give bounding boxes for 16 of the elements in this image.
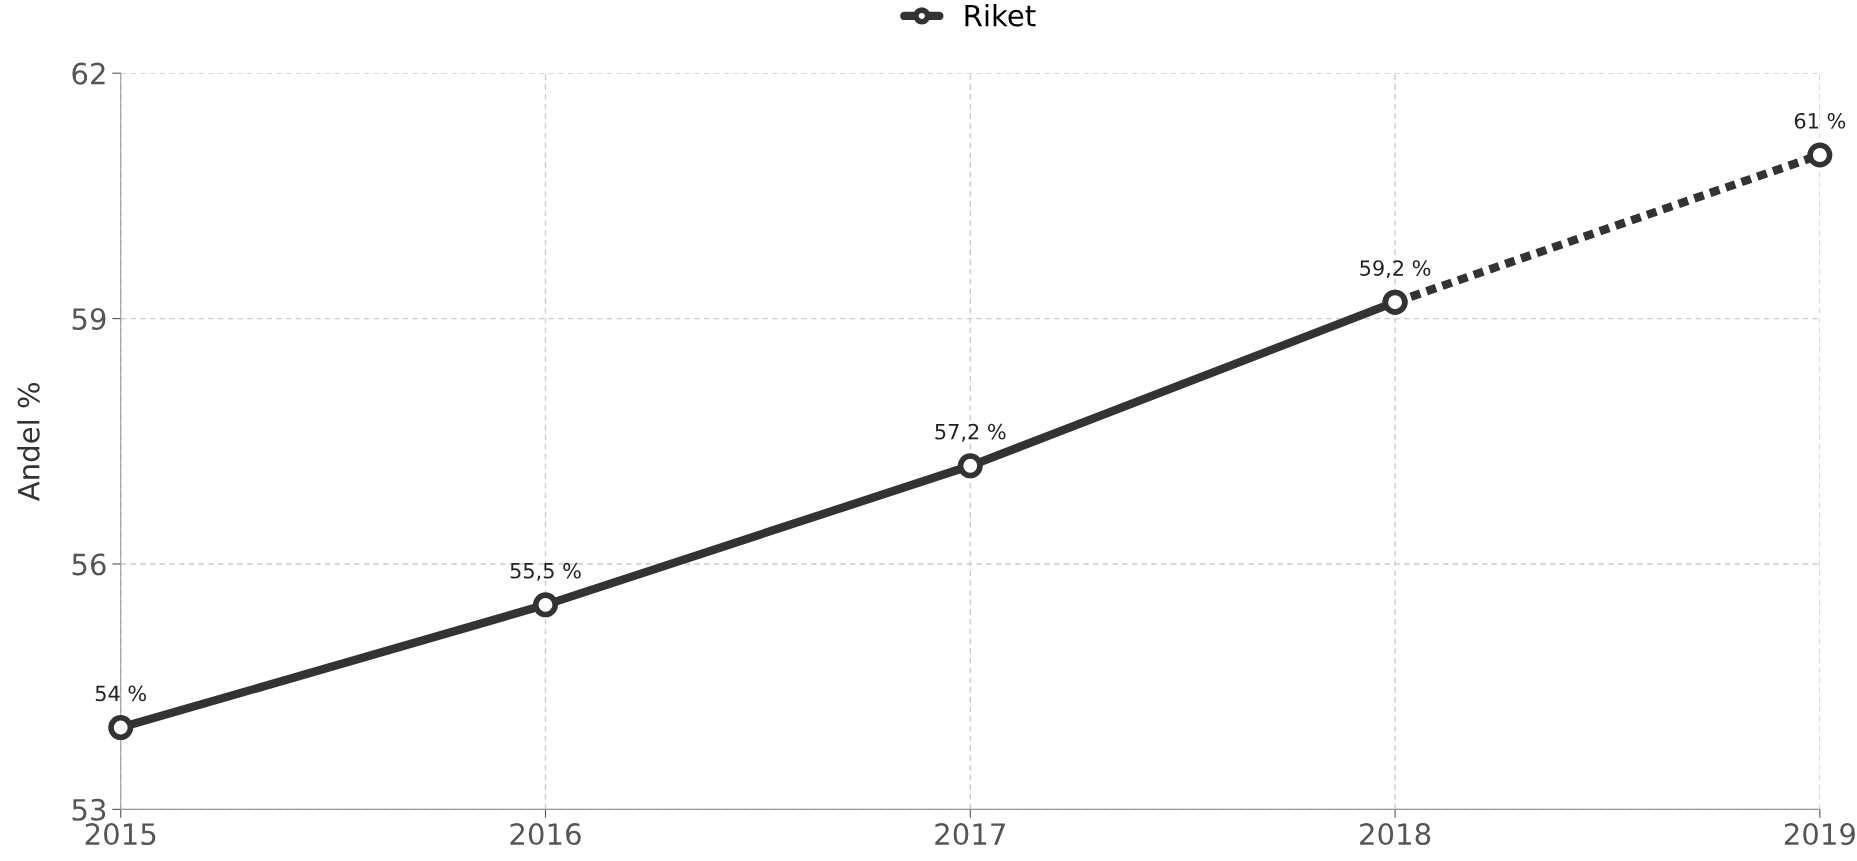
data-label: 59,2 % — [1360, 260, 1431, 279]
y-tick-label: 62 — [72, 62, 105, 85]
y-tick-label: 56 — [72, 553, 106, 576]
data-label: 57,2 % — [935, 423, 1006, 442]
data-label: 54 % — [95, 685, 147, 702]
x-tick-label: 2018 — [1360, 823, 1431, 846]
x-tick-label: 2019 — [1784, 823, 1855, 846]
data-label: 55,5 % — [510, 562, 581, 581]
x-tick-label: 2017 — [935, 823, 1005, 846]
data-label: 61 % — [1794, 112, 1846, 129]
x-tick-label: 2015 — [85, 823, 156, 846]
y-axis-title: Andel % — [17, 382, 40, 502]
y-tick-label: 53 — [72, 798, 106, 821]
legend-label: Riket — [965, 3, 1036, 27]
x-tick-label: 2016 — [510, 823, 581, 846]
y-tick-label: 59 — [72, 308, 106, 331]
